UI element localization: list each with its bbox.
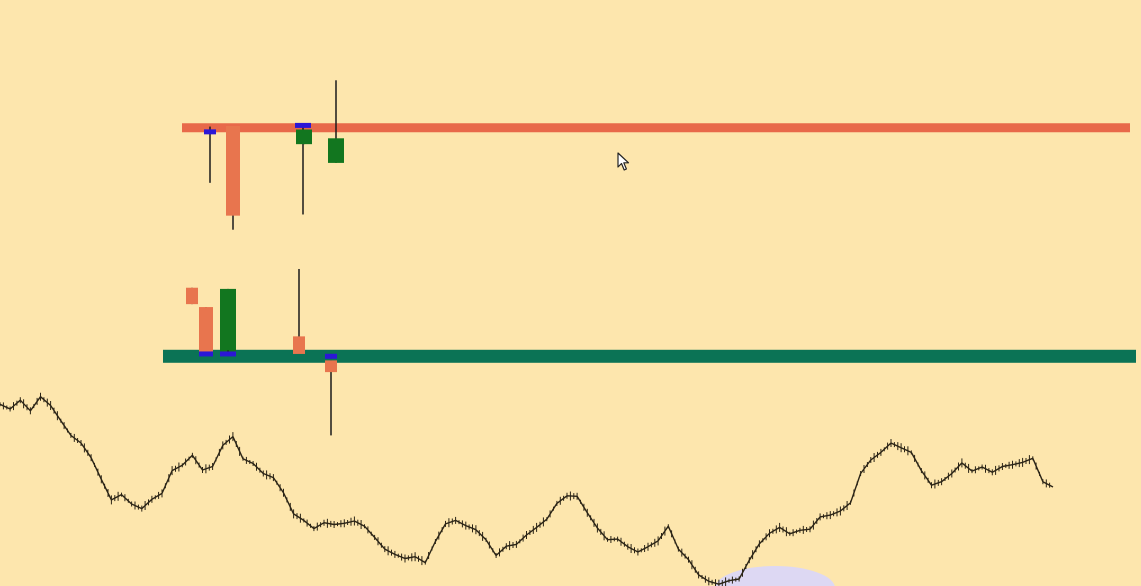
candle-body <box>293 336 305 354</box>
candle-body <box>204 129 216 135</box>
price-history-ticks <box>0 392 1051 586</box>
candle-body <box>220 351 236 357</box>
candle-body <box>186 287 198 305</box>
candle-body <box>325 360 337 373</box>
price-history-line <box>0 396 1054 585</box>
candle-body <box>328 138 344 163</box>
candle-body <box>295 122 311 128</box>
mouse-pointer-icon <box>617 152 630 171</box>
candles-group <box>186 80 344 436</box>
candle-body <box>199 307 213 353</box>
price-low-highlight <box>715 566 835 586</box>
candle-body <box>296 129 312 145</box>
candle-body <box>226 125 240 216</box>
candle-body <box>325 353 337 359</box>
candle-body <box>220 288 236 354</box>
resistance-level-line[interactable] <box>182 123 1130 133</box>
candle-body <box>199 351 213 357</box>
support-level-line[interactable] <box>163 349 1136 363</box>
